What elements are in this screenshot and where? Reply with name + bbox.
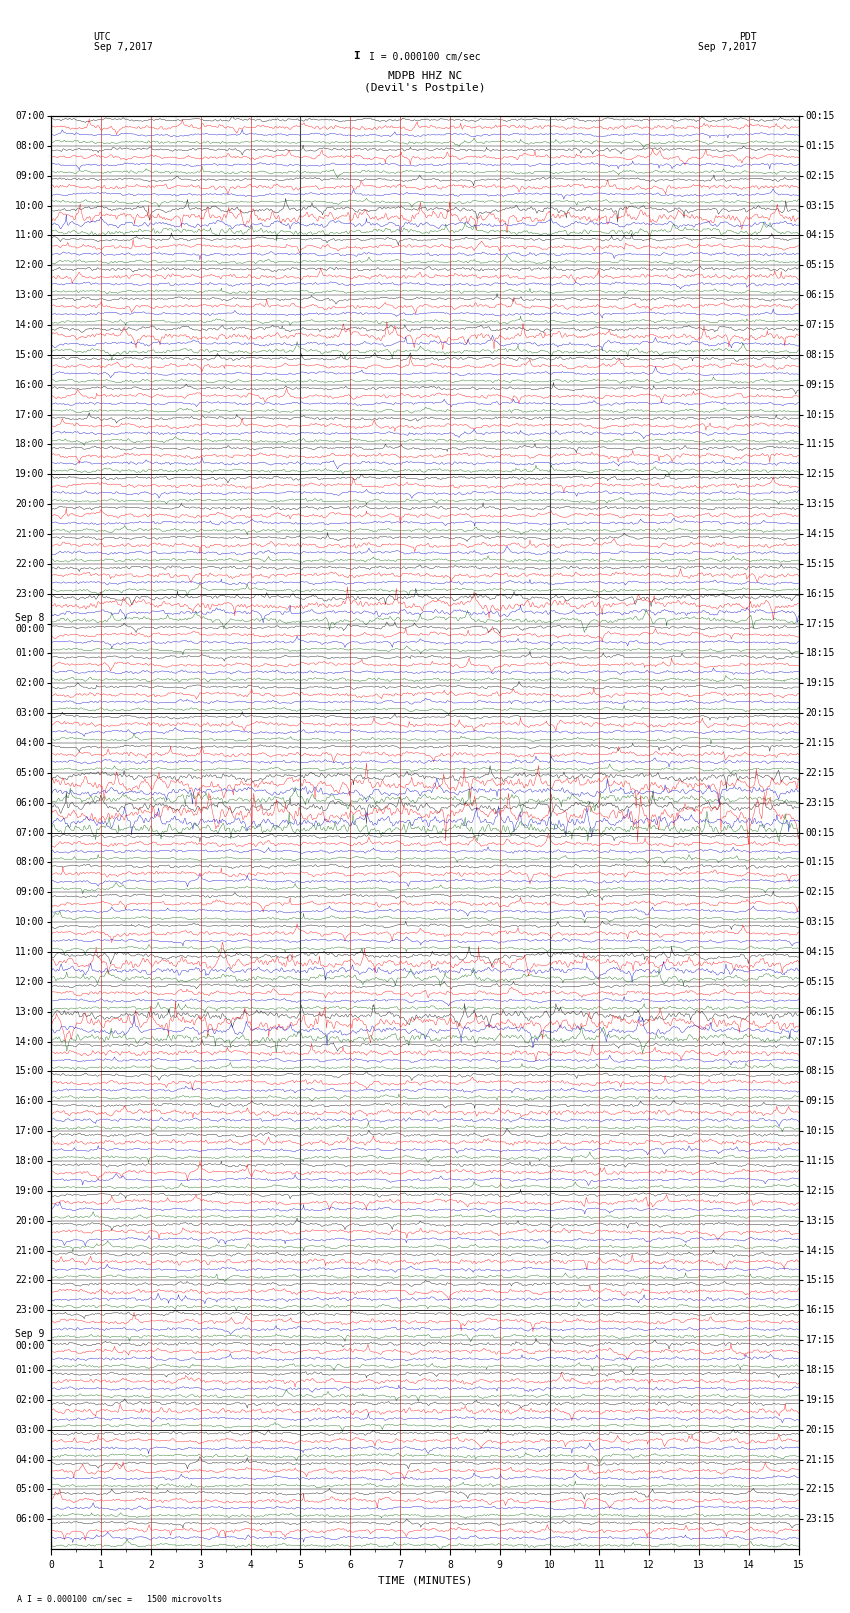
Text: I = 0.000100 cm/sec: I = 0.000100 cm/sec <box>369 52 481 61</box>
Text: Sep 7,2017: Sep 7,2017 <box>698 42 756 52</box>
Text: Sep 7,2017: Sep 7,2017 <box>94 42 152 52</box>
Text: A I = 0.000100 cm/sec =   1500 microvolts: A I = 0.000100 cm/sec = 1500 microvolts <box>17 1594 222 1603</box>
Text: UTC: UTC <box>94 32 111 42</box>
X-axis label: TIME (MINUTES): TIME (MINUTES) <box>377 1576 473 1586</box>
Text: PDT: PDT <box>739 32 756 42</box>
Text: I: I <box>354 50 360 61</box>
Title: MDPB HHZ NC
(Devil's Postpile): MDPB HHZ NC (Devil's Postpile) <box>365 71 485 94</box>
